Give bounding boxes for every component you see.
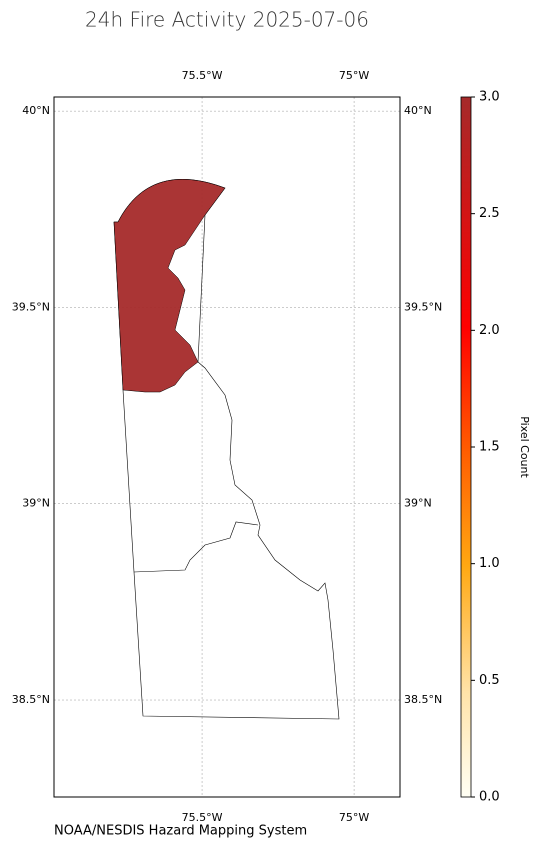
lat-tick-label: 39.5°N [404, 300, 442, 313]
lat-tick-label: 39°N [404, 497, 432, 510]
map-frame [53, 96, 401, 798]
lon-tick-label: 75°W [339, 811, 369, 824]
lat-tick-label: 39°N [22, 497, 50, 510]
colorbar-tick-label: 3.0 [479, 90, 500, 105]
colorbar-label: Pixel Count [518, 416, 531, 478]
colorbar [460, 96, 472, 798]
lat-tick-label: 40°N [404, 104, 432, 117]
colorbar-tick-label: 2.5 [479, 206, 500, 221]
county-line [133, 521, 259, 573]
lat-tick-label: 39.5°N [12, 300, 50, 313]
colorbar-tick-label: 1.5 [479, 440, 500, 455]
lat-tick-label: 38.5°N [404, 693, 442, 706]
fire-area [113, 179, 226, 393]
title: 24h Fire Activity 2025-07-06 [85, 8, 369, 32]
lon-tick-label: 75.5°W [182, 69, 223, 82]
colorbar-tick-label: 0.5 [479, 673, 500, 688]
lon-tick-label: 75.5°W [182, 811, 223, 824]
colorbar-tick-label: 1.0 [479, 556, 500, 571]
lon-tick-label: 75°W [339, 69, 369, 82]
colorbar-tick-label: 2.0 [479, 323, 500, 338]
lat-tick-label: 38.5°N [12, 693, 50, 706]
colorbar-tick-label: 0.0 [479, 790, 500, 805]
source-note: NOAA/NESDIS Hazard Mapping System [54, 824, 307, 839]
lat-tick-label: 40°N [22, 104, 50, 117]
